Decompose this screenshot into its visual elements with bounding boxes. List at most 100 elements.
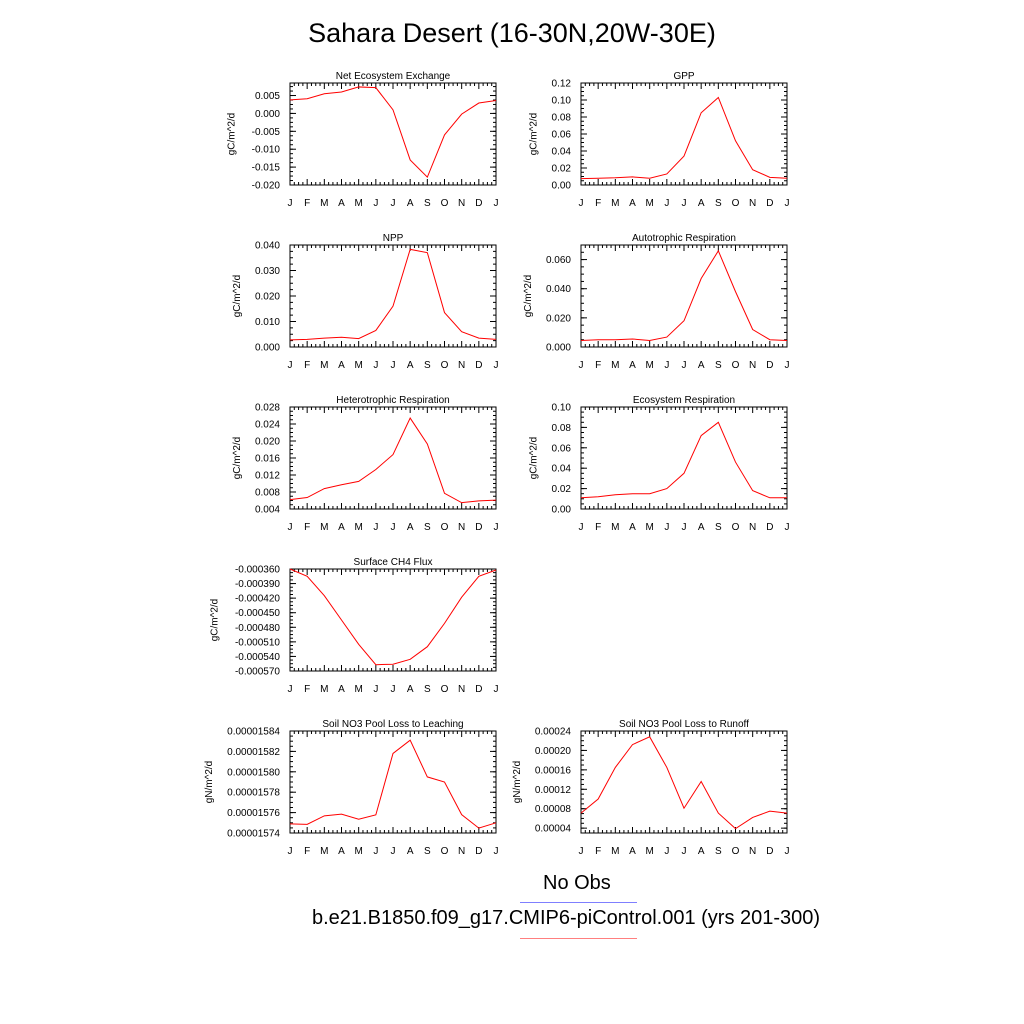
x-tick-label: S (715, 846, 722, 857)
x-tick-label: D (475, 846, 482, 857)
x-tick-label: J (373, 846, 378, 857)
x-tick-label: J (682, 360, 687, 371)
y-tick-label: 0.012 (255, 471, 280, 482)
panel-title: Ecosystem Respiration (633, 395, 735, 406)
x-tick-label: A (407, 360, 414, 371)
x-tick-label: J (391, 360, 396, 371)
x-tick-label: J (579, 846, 584, 857)
x-tick-label: J (391, 684, 396, 695)
x-tick-label: M (611, 846, 619, 857)
y-axis-label: gC/m^2/d (232, 437, 243, 480)
x-tick-label: D (475, 684, 482, 695)
y-tick-label: 0.00001584 (227, 727, 280, 738)
x-tick-label: M (645, 360, 653, 371)
panel-title: Heterotrophic Respiration (336, 395, 449, 406)
x-tick-label: D (475, 198, 482, 209)
panel-title: GPP (673, 71, 694, 82)
x-tick-label: F (595, 198, 601, 209)
series-line (289, 417, 497, 504)
y-tick-label: 0.00001576 (227, 808, 280, 819)
x-tick-label: N (458, 846, 465, 857)
x-tick-label: J (494, 198, 499, 209)
x-tick-label: N (749, 522, 756, 533)
y-tick-label: 0.024 (255, 420, 280, 431)
x-tick-label: J (664, 846, 669, 857)
legend-obs-label: No Obs (543, 872, 611, 894)
y-tick-label: 0.004 (255, 505, 280, 516)
y-tick-label: 0.08 (552, 423, 572, 434)
series-line (289, 248, 497, 341)
series-line (580, 736, 788, 830)
plot-frame (580, 406, 788, 510)
y-tick-label: 0.00 (552, 505, 572, 516)
x-tick-label: N (749, 846, 756, 857)
y-tick-label: -0.000510 (235, 637, 280, 648)
x-tick-label: F (595, 846, 601, 857)
y-tick-label: 0.016 (255, 454, 280, 465)
y-tick-label: 0.04 (552, 147, 572, 158)
legend-model-line (520, 938, 637, 939)
x-tick-label: A (698, 198, 705, 209)
x-tick-label: J (373, 198, 378, 209)
x-tick-label: J (288, 684, 293, 695)
x-tick-label: J (664, 360, 669, 371)
x-tick-label: J (682, 522, 687, 533)
x-tick-label: M (354, 198, 362, 209)
y-tick-label: 0.08 (552, 113, 572, 124)
x-tick-label: J (682, 846, 687, 857)
x-tick-label: F (304, 198, 310, 209)
x-tick-label: O (441, 846, 449, 857)
x-tick-label: A (407, 846, 414, 857)
x-tick-label: N (458, 198, 465, 209)
x-tick-label: J (785, 846, 790, 857)
x-tick-label: M (354, 522, 362, 533)
x-tick-label: F (304, 846, 310, 857)
x-tick-label: J (664, 198, 669, 209)
panel-title: NPP (383, 233, 404, 244)
x-tick-label: J (785, 198, 790, 209)
x-tick-label: J (494, 360, 499, 371)
x-tick-label: O (732, 360, 740, 371)
x-tick-label: M (320, 198, 328, 209)
x-tick-label: O (732, 522, 740, 533)
x-tick-label: M (320, 522, 328, 533)
y-tick-label: 0.00001578 (227, 788, 280, 799)
plot-frame (289, 568, 497, 672)
x-tick-label: D (766, 846, 773, 857)
y-tick-label: 0.060 (546, 255, 571, 266)
x-tick-label: A (338, 846, 345, 857)
x-tick-label: J (373, 360, 378, 371)
x-tick-label: M (645, 198, 653, 209)
y-tick-label: 0.06 (552, 130, 572, 141)
x-tick-label: N (749, 360, 756, 371)
y-tick-label: 0.010 (255, 317, 280, 328)
y-tick-label: -0.000540 (235, 652, 280, 663)
y-axis-label: gC/m^2/d (523, 275, 534, 318)
y-tick-label: 0.020 (255, 437, 280, 448)
y-tick-label: -0.020 (252, 181, 281, 192)
y-tick-label: 0.00001580 (227, 767, 280, 778)
x-tick-label: F (304, 684, 310, 695)
x-tick-label: A (629, 846, 636, 857)
x-tick-label: F (304, 360, 310, 371)
y-tick-label: -0.000390 (235, 579, 280, 590)
x-tick-label: O (732, 198, 740, 209)
y-tick-label: -0.005 (252, 127, 281, 138)
x-tick-label: J (288, 360, 293, 371)
x-tick-label: N (458, 360, 465, 371)
figure-title: Sahara Desert (16-30N,20W-30E) (308, 18, 716, 48)
x-tick-label: M (611, 522, 619, 533)
x-tick-label: S (424, 684, 431, 695)
series-line (580, 249, 788, 341)
x-tick-label: S (424, 360, 431, 371)
y-tick-label: 0.000 (255, 109, 280, 120)
plot-frame (289, 82, 497, 186)
x-tick-label: J (494, 522, 499, 533)
x-tick-label: J (494, 846, 499, 857)
